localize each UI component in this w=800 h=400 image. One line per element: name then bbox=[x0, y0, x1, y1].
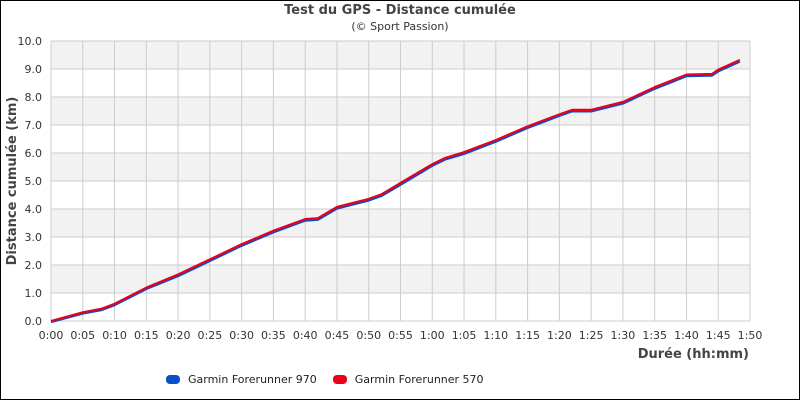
x-tick-label: 1:45 bbox=[706, 329, 731, 342]
series-line bbox=[50, 60, 741, 324]
y-tick-label: 5.0 bbox=[25, 175, 43, 188]
chart-subtitle: (© Sport Passion) bbox=[351, 20, 449, 33]
x-tick-label: 1:35 bbox=[642, 329, 667, 342]
y-tick-label: 1.0 bbox=[25, 287, 43, 300]
x-tick-label: 1:05 bbox=[452, 329, 477, 342]
x-tick-label: 1:10 bbox=[483, 329, 508, 342]
x-tick-label: 1:30 bbox=[611, 329, 636, 342]
x-tick-label: 0:00 bbox=[39, 329, 64, 342]
series-lines bbox=[50, 58, 741, 324]
x-tick-label: 0:05 bbox=[70, 329, 95, 342]
y-tick-label: 0.0 bbox=[25, 315, 43, 328]
legend-swatch-icon bbox=[332, 375, 347, 384]
y-tick-label: 4.0 bbox=[25, 203, 43, 216]
gridlines bbox=[50, 40, 751, 322]
x-tick-label: 1:50 bbox=[738, 329, 763, 342]
legend: Garmin Forerunner 970 Garmin Forerunner … bbox=[166, 373, 500, 386]
legend-swatch-icon bbox=[166, 375, 180, 384]
y-tick-label: 7.0 bbox=[25, 119, 43, 132]
legend-item-forerunner-970[interactable]: Garmin Forerunner 970 bbox=[166, 373, 317, 386]
series-line bbox=[50, 58, 741, 323]
y-axis-ticks: 0.0 1.0 2.0 3.0 4.0 5.0 6.0 7.0 8.0 9.0 10.0 bbox=[18, 35, 43, 328]
x-axis-ticks: 0:00 0:05 0:10 0:15 0:20 0:25 0:30 0:35 0:40 0:45… bbox=[39, 329, 763, 342]
y-tick-label: 10.0 bbox=[18, 35, 43, 48]
x-tick-label: 1:25 bbox=[579, 329, 604, 342]
x-tick-label: 0:30 bbox=[229, 329, 254, 342]
x-tick-label: 1:40 bbox=[674, 329, 699, 342]
x-tick-label: 0:55 bbox=[388, 329, 413, 342]
x-tick-label: 1:15 bbox=[515, 329, 540, 342]
y-axis-title: Distance cumulée (km) bbox=[5, 97, 20, 266]
legend-label: Garmin Forerunner 970 bbox=[188, 373, 317, 386]
x-tick-label: 0:25 bbox=[198, 329, 223, 342]
y-tick-label: 8.0 bbox=[25, 91, 43, 104]
x-axis-title: Durée (hh:mm) bbox=[638, 347, 749, 362]
x-tick-label: 1:00 bbox=[420, 329, 445, 342]
x-tick-label: 0:40 bbox=[293, 329, 318, 342]
y-tick-label: 2.0 bbox=[25, 259, 43, 272]
x-tick-label: 1:20 bbox=[547, 329, 572, 342]
legend-item-forerunner-570[interactable]: Garmin Forerunner 570 bbox=[332, 373, 484, 386]
x-tick-label: 0:10 bbox=[102, 329, 127, 342]
y-tick-label: 9.0 bbox=[25, 63, 43, 76]
legend-label: Garmin Forerunner 570 bbox=[354, 373, 484, 386]
x-tick-label: 0:45 bbox=[325, 329, 350, 342]
x-tick-label: 0:50 bbox=[356, 329, 381, 342]
x-tick-label: 0:20 bbox=[166, 329, 191, 342]
y-tick-label: 3.0 bbox=[25, 231, 43, 244]
x-tick-label: 0:15 bbox=[134, 329, 159, 342]
chart-title: Test du GPS - Distance cumulée bbox=[284, 3, 516, 18]
x-tick-label: 0:35 bbox=[261, 329, 286, 342]
y-tick-label: 6.0 bbox=[25, 147, 43, 160]
